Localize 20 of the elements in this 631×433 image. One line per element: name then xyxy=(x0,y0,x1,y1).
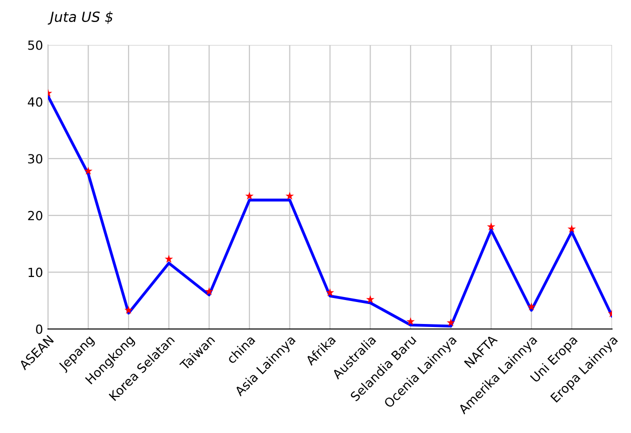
point xyxy=(568,224,576,233)
point xyxy=(84,166,92,175)
y-tick-label: 50 xyxy=(28,40,42,50)
point xyxy=(204,287,214,296)
y-tick-label: 10 xyxy=(28,268,42,278)
y-tick-label: 0 xyxy=(36,324,42,334)
point xyxy=(286,192,294,200)
point xyxy=(326,288,334,296)
y-axis-title: Juta US $ xyxy=(48,11,113,25)
y-tick-label: 40 xyxy=(28,97,42,107)
point xyxy=(124,306,133,314)
point xyxy=(486,222,496,230)
point xyxy=(446,318,456,326)
y-tick-label: 30 xyxy=(28,154,42,164)
y-tick-label: 20 xyxy=(28,210,42,220)
point xyxy=(164,254,174,263)
point xyxy=(245,192,254,200)
point xyxy=(406,317,415,326)
point xyxy=(366,295,374,304)
point xyxy=(527,302,536,310)
